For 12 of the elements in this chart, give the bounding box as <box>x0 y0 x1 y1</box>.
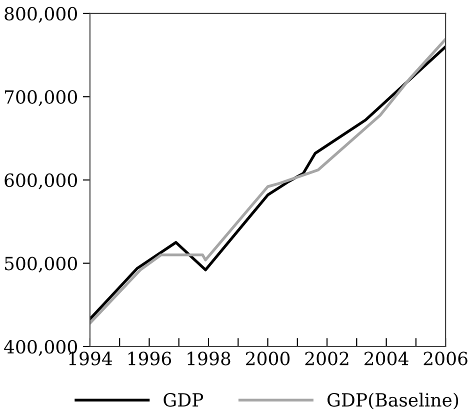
legend-label: GDP(Baseline) <box>328 392 458 410</box>
x-tick-label: 2004 <box>364 352 408 366</box>
x-tick-label: 2002 <box>305 352 348 366</box>
y-tick-label: 600,000 <box>4 173 77 190</box>
y-tick-label: 500,000 <box>5 256 77 273</box>
y-tick-label: 800,000 <box>4 6 77 23</box>
x-tick-label: 1996 <box>128 352 172 366</box>
x-tick-label: 1998 <box>188 352 230 366</box>
x-tick-label: 2006 <box>424 352 468 366</box>
y-tick-label: 700,000 <box>5 90 77 106</box>
x-tick-label: 2000 <box>246 352 290 366</box>
legend-label: GDP <box>164 393 204 407</box>
